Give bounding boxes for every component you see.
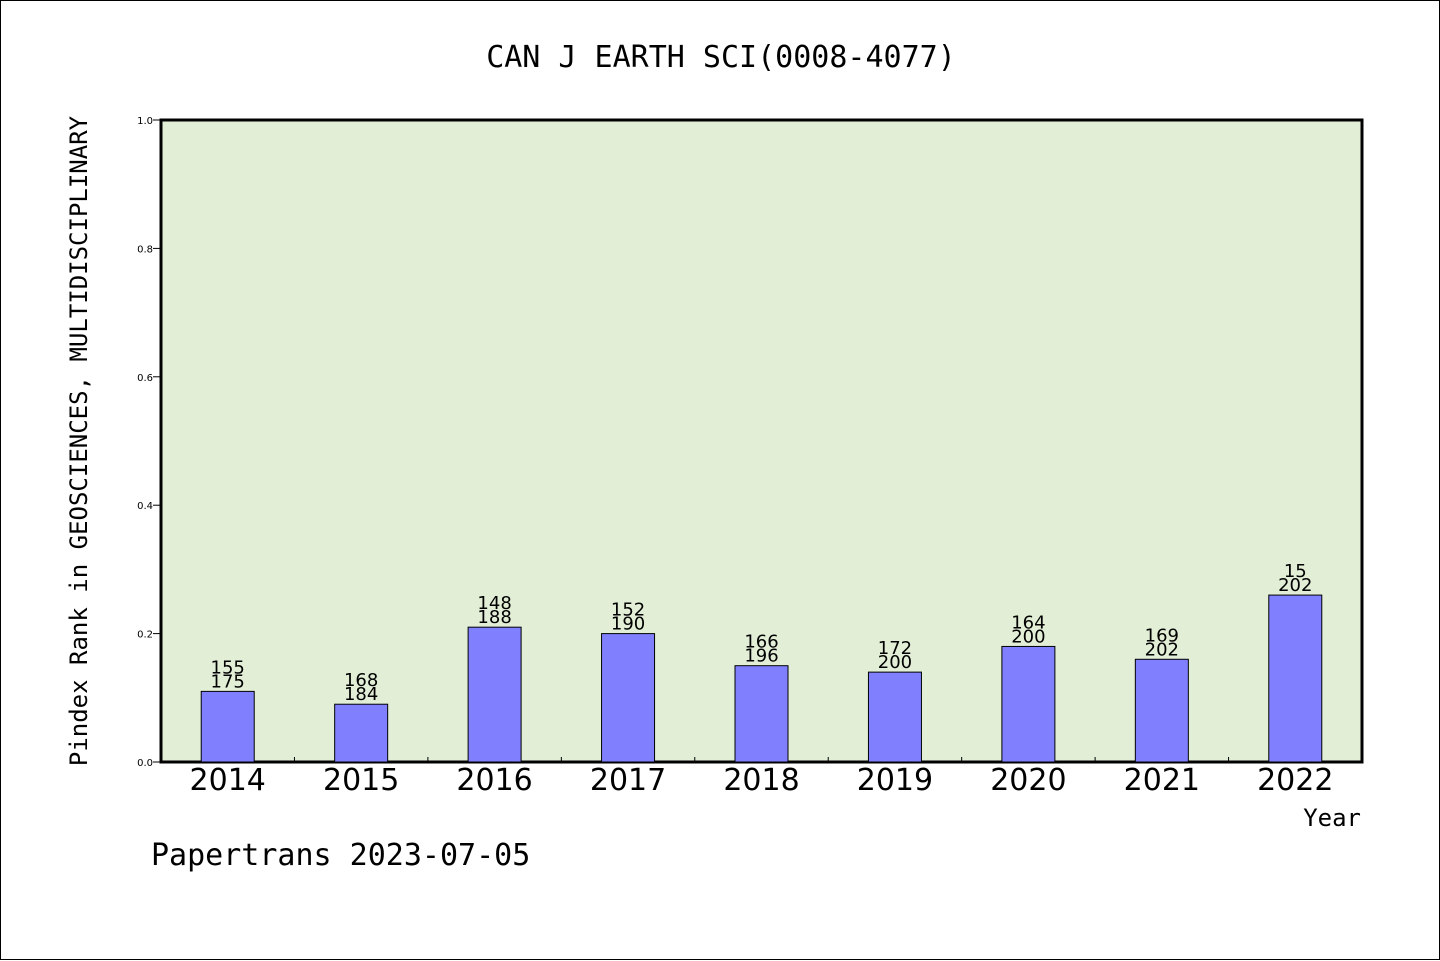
y-tick-label: 0.0 [137,758,153,769]
x-tick-label: 2021 [1124,763,1200,798]
y-tick-label: 1.0 [137,116,153,127]
bar-rank-label: 148 [477,593,511,614]
bar-total-label: 202 [1145,639,1179,660]
x-axis-label: Year [1303,804,1361,832]
bar-rank-label: 166 [744,632,778,653]
y-tick-label: 0.8 [137,244,153,255]
plot-area [159,118,1364,764]
x-tick-label: 2018 [723,763,799,798]
bar-2022 [1268,594,1323,763]
bar-2018 [734,665,789,763]
bar-2020 [1001,645,1056,763]
bar-2019 [867,671,922,763]
y-axis-label: Pindex Rank in GEOSCIENCES, MULTIDISCIPL… [65,115,93,766]
y-tick-label: 0.6 [137,373,153,384]
x-tick-label: 2019 [857,763,933,798]
bar-rank-label: 172 [878,638,912,659]
bar-total-label: 175 [211,671,245,692]
bar-total-label: 200 [878,652,912,673]
bar-total-label: 188 [477,607,511,628]
bar-2021 [1134,658,1189,763]
chart-title: CAN J EARTH SCI(0008-4077) [486,40,956,75]
bar-2016 [467,626,522,763]
bar-2015 [334,703,389,763]
y-tick-label: 0.4 [137,501,153,512]
bar-rank-label: 168 [344,670,378,691]
bar-rank-label: 152 [611,600,645,621]
bar-rank-label: 164 [1011,612,1045,633]
x-tick-label: 2014 [190,763,266,798]
bar-2017 [601,633,656,763]
bar-rank-label: 155 [211,657,245,678]
bar-total-label: 190 [611,614,645,635]
y-axis: 0.0 0.2 0.4 0.6 0.8 1.0 [137,116,161,769]
x-tick-label: 2016 [456,763,532,798]
bar-total-label: 202 [1278,575,1312,596]
bar-total-label: 200 [1011,626,1045,647]
bar-rank-label: 169 [1145,625,1179,646]
x-tick-label: 2020 [990,763,1066,798]
y-tick-label: 0.2 [137,630,153,641]
x-axis: 2014 2015 2016 2017 2018 2019 2020 2021 2022 [190,757,1333,798]
bar-rank-label: 15 [1284,561,1307,582]
bar-2014 [200,690,255,763]
x-tick-label: 2017 [590,763,666,798]
x-tick-label: 2015 [323,763,399,798]
x-tick-label: 2022 [1257,763,1333,798]
bar-total-label: 184 [344,684,378,705]
footer-credit: Papertrans 2023-07-05 [151,838,530,873]
bar-total-label: 196 [744,646,778,667]
